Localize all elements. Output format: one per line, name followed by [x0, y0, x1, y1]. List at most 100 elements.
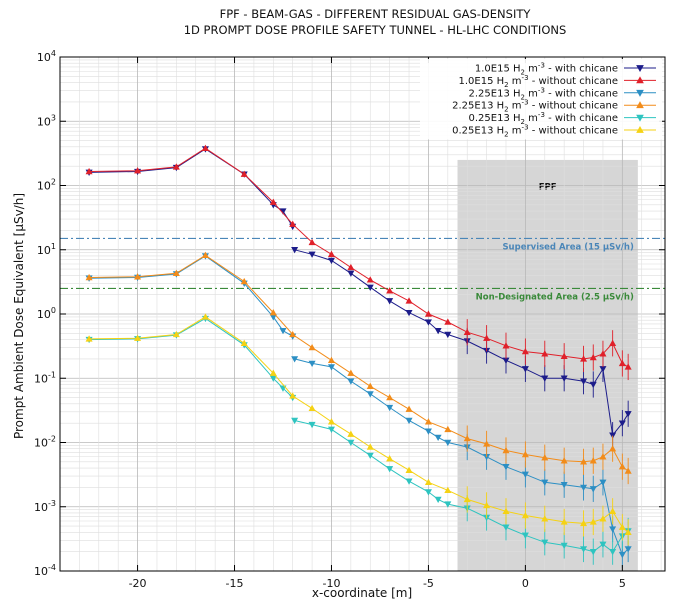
data-point — [609, 432, 617, 439]
data-point — [327, 426, 335, 434]
data-point — [424, 418, 432, 425]
data-point — [580, 355, 588, 362]
data-point — [521, 532, 529, 539]
data-point — [580, 484, 588, 492]
data-point — [599, 453, 607, 460]
data-point — [521, 366, 529, 373]
data-point — [405, 478, 413, 485]
data-point — [624, 546, 632, 553]
data-point — [424, 310, 432, 317]
data-point — [134, 273, 142, 280]
data-point — [424, 319, 432, 326]
data-point — [560, 352, 568, 359]
data-point — [444, 439, 452, 447]
data-point — [434, 496, 442, 504]
data-point — [386, 455, 394, 462]
fpf-region: FPF — [457, 159, 638, 571]
y-axis-label: Prompt Ambient Dose Equivalent [μSv/h] — [12, 193, 26, 439]
data-point — [308, 238, 316, 246]
data-point — [172, 163, 180, 170]
x-axis-label: x-coordinate [m] — [312, 586, 412, 600]
data-point — [624, 528, 632, 536]
data-point — [85, 167, 93, 175]
data-point — [201, 313, 209, 320]
legend-swatch-marker — [636, 101, 644, 109]
data-point — [541, 350, 549, 357]
y-tick-label: 10-1 — [34, 370, 56, 385]
data-point — [289, 330, 297, 338]
data-point — [463, 328, 471, 335]
data-point — [386, 466, 394, 473]
data-point — [291, 356, 299, 363]
data-point — [269, 198, 277, 205]
chart-subtitle: 1D PROMPT DOSE PROFILE SAFETY TUNNEL - H… — [184, 23, 567, 37]
data-point — [599, 515, 607, 522]
legend-swatch-marker — [636, 76, 644, 84]
data-point — [618, 359, 626, 367]
data-point — [463, 434, 471, 442]
data-point — [609, 548, 617, 556]
legend-swatch-marker — [636, 114, 644, 122]
data-point — [589, 381, 597, 389]
legend-box — [420, 59, 662, 140]
data-point — [240, 339, 248, 346]
data-point — [289, 220, 297, 227]
data-point — [618, 463, 626, 470]
x-tick-label: -15 — [226, 577, 244, 590]
legend-entry-label: 2.25E13 H2 m-3 - without chicane — [452, 99, 618, 114]
data-point — [347, 369, 355, 376]
data-point — [269, 309, 277, 316]
x-tick-label: 5 — [619, 577, 626, 590]
data-point — [609, 526, 617, 533]
y-tick-label: 102 — [37, 178, 56, 193]
data-point — [589, 518, 597, 525]
data-point — [85, 273, 93, 281]
reference-line-label: Supervised Area (15 μSv/h) — [502, 242, 634, 252]
data-point — [580, 546, 588, 553]
data-point — [580, 378, 588, 385]
data-point — [347, 263, 355, 271]
data-point — [201, 251, 209, 258]
data-point — [444, 425, 452, 433]
data-point — [624, 467, 632, 474]
data-point — [347, 430, 355, 437]
data-point — [434, 327, 442, 335]
y-tick-labels: 10-4 10-3 10-2 10-1 100 101 102 103 104 — [34, 49, 56, 578]
data-point — [327, 356, 335, 364]
series-1 — [85, 144, 632, 381]
data-point — [521, 471, 529, 478]
grid-lines — [59, 57, 665, 572]
data-point — [405, 297, 413, 304]
data-point — [618, 420, 626, 427]
data-point — [291, 417, 299, 425]
data-point — [327, 418, 335, 425]
chart-title: FPF - BEAM-GAS - DIFFERENT RESIDUAL GAS-… — [220, 7, 532, 21]
data-point — [483, 334, 491, 341]
y-tick-label: 104 — [37, 49, 56, 64]
reference-lines: Supervised Area (15 μSv/h) Non-Designated… — [60, 237, 665, 302]
data-point — [560, 542, 568, 550]
legend-entry-label: 1.0E15 H2 m-3 - without chicane — [459, 74, 619, 89]
data-point — [502, 342, 510, 349]
data-point — [134, 167, 142, 174]
data-point — [541, 375, 549, 382]
data-point — [405, 309, 413, 317]
data-point — [609, 339, 617, 346]
data-point — [541, 454, 549, 461]
data-point — [444, 318, 452, 325]
data-point — [483, 440, 491, 447]
data-point — [327, 257, 335, 265]
data-point — [463, 495, 471, 503]
data-point — [405, 417, 413, 425]
data-point — [521, 450, 529, 458]
data-point — [618, 551, 626, 559]
legend-entry-label: 0.25E13 H2 m-3 - without chicane — [452, 124, 618, 139]
data-point — [521, 511, 529, 519]
data-point — [599, 479, 607, 486]
fpf-region-label: FPF — [539, 183, 557, 193]
data-point — [291, 247, 299, 254]
data-point — [444, 331, 452, 339]
y-tick-label: 100 — [37, 306, 56, 321]
y-tick-label: 101 — [37, 242, 56, 257]
